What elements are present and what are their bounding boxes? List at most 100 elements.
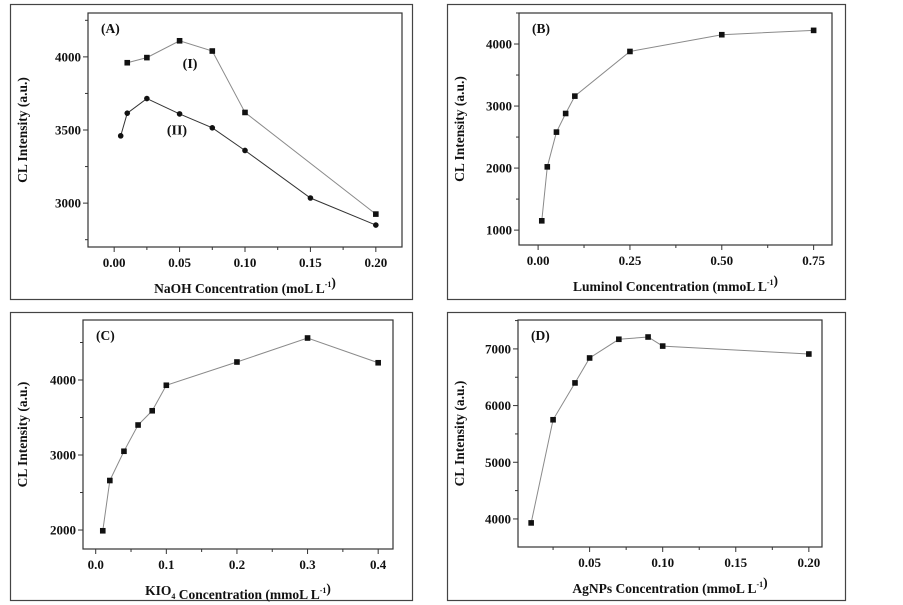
y-tick-label: 4000 — [50, 373, 76, 388]
y-tick-label: 3000 — [55, 196, 81, 211]
x-tick-label: 0.00 — [527, 253, 550, 268]
panel-border — [446, 311, 847, 602]
x-tick-label: 0.2 — [229, 557, 245, 572]
x-axis-label-part: ) — [331, 275, 336, 290]
series-1: (I) — [124, 37, 379, 217]
data-point — [627, 48, 633, 55]
panel-b: 0.00 0.25 0.50 0.75 1000 2000 3000 4000 Luminol … — [446, 3, 847, 301]
x-axis-label: Luminol Concentration (mmoL L-1) — [573, 273, 778, 294]
x-axis-label-part: ) — [326, 581, 331, 596]
data-point — [99, 527, 106, 534]
data-point — [550, 416, 556, 423]
data-point — [616, 336, 622, 343]
x-axis-label: NaOH Concentration (moL L-1) — [154, 275, 336, 296]
x-tick-label: 0.20 — [364, 255, 387, 270]
data-point — [810, 27, 817, 34]
data-point — [209, 48, 216, 54]
series-label: (I) — [183, 57, 198, 72]
series-1 — [99, 335, 381, 534]
x-tick-label: 0.00 — [103, 255, 126, 270]
panel-border — [446, 3, 847, 301]
x-tick-label: 0.0 — [88, 557, 104, 572]
data-point — [124, 110, 131, 116]
x-tick-label: 0.05 — [168, 255, 191, 270]
series-line — [127, 40, 377, 215]
data-point — [373, 222, 379, 228]
data-point — [553, 129, 560, 135]
y-tick-label: 4000 — [486, 37, 512, 52]
plot-frame — [82, 319, 394, 550]
x-axis-label-part: Luminol Concentration (mmoL L — [573, 279, 767, 294]
panel-border — [9, 311, 414, 602]
x-axis-label-part: -1 — [756, 580, 763, 589]
x-tick-label: 0.4 — [370, 557, 387, 572]
data-point — [307, 195, 314, 201]
data-point — [586, 355, 593, 361]
series-1 — [528, 334, 812, 526]
data-point — [375, 359, 381, 366]
panel-c: 0.0 0.1 0.2 0.3 0.4 2000 3000 4000 KIO4 Concentr… — [9, 311, 414, 602]
plot-frame — [87, 12, 403, 248]
x-axis-label-part: AgNPs Concentration (mmoL L — [572, 581, 756, 596]
x-axis-label: KIO4 Concentration (mmoL L-1) — [145, 581, 331, 602]
series-line — [102, 337, 379, 531]
x-axis-label-part: -1 — [325, 280, 332, 289]
x-axis-label-part: KIO — [145, 583, 171, 598]
data-point — [572, 93, 578, 99]
y-tick-label: 3000 — [486, 99, 512, 114]
x-tick-label: 0.10 — [651, 555, 674, 570]
panel-d: 0.05 0.10 0.15 0.20 4000 5000 6000 7000 AgNPs Co… — [446, 311, 847, 602]
y-tick-label: 4000 — [55, 49, 81, 64]
panel-a: 0.00 0.05 0.10 0.15 0.20 3000 3500 4000 NaOH Con… — [9, 3, 414, 301]
data-point — [144, 54, 150, 61]
series-label: (II) — [167, 123, 188, 138]
x-axis-label-part: ) — [774, 273, 779, 288]
panel-label: (C) — [96, 328, 115, 343]
y-axis-label: CL Intensity (a.u.) — [452, 76, 467, 182]
data-point — [645, 334, 651, 340]
panel-label: (A) — [101, 21, 120, 36]
y-tick-label: 6000 — [485, 398, 511, 413]
series-line — [120, 97, 377, 226]
x-tick-label: 0.05 — [578, 555, 601, 570]
data-point — [121, 448, 127, 455]
data-point — [144, 95, 150, 102]
series-line — [541, 29, 814, 221]
y-axis-label: CL Intensity (a.u.) — [15, 382, 30, 488]
data-point — [304, 335, 311, 341]
panel-border — [9, 3, 414, 301]
y-tick-label: 2000 — [486, 161, 512, 176]
data-point — [538, 218, 545, 224]
plot-frame — [517, 319, 823, 548]
x-tick-label: 0.3 — [299, 557, 316, 572]
y-axis-label: CL Intensity (a.u.) — [452, 381, 467, 487]
data-point — [373, 211, 379, 217]
data-point — [234, 359, 240, 365]
x-axis-label-part: NaOH Concentration (moL L — [154, 281, 325, 296]
data-point — [242, 147, 248, 154]
x-tick-label: 0.15 — [299, 255, 322, 270]
x-axis-label-part: ) — [763, 575, 768, 590]
x-axis-label-part: Concentration (mmoL L — [175, 587, 319, 602]
x-axis-label-part: 4 — [171, 592, 175, 601]
data-point — [806, 351, 812, 357]
x-axis-label-part: -1 — [767, 278, 774, 287]
y-tick-label: 3500 — [55, 123, 81, 138]
x-axis-label-part: -1 — [320, 586, 327, 595]
x-tick-label: 0.1 — [158, 557, 174, 572]
panel-label: (D) — [531, 328, 550, 343]
data-point — [544, 164, 551, 170]
data-point — [149, 407, 156, 414]
data-point — [163, 382, 170, 389]
data-point — [176, 37, 183, 44]
x-tick-label: 0.10 — [234, 255, 257, 270]
data-point — [135, 422, 141, 428]
y-tick-label: 1000 — [486, 223, 512, 238]
data-point — [659, 343, 666, 349]
series-line — [530, 336, 809, 524]
x-tick-label: 0.50 — [710, 253, 733, 268]
y-tick-label: 2000 — [50, 523, 76, 538]
data-point — [124, 59, 131, 66]
data-point — [117, 133, 124, 139]
